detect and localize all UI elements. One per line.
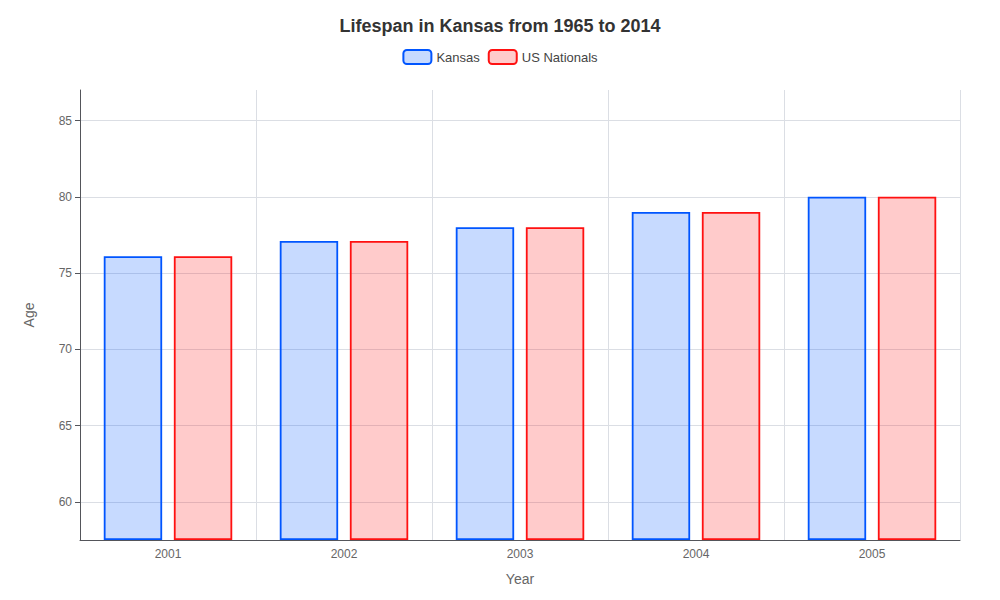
svg-text:2002: 2002 — [331, 547, 358, 561]
svg-text:2005: 2005 — [859, 547, 886, 561]
svg-text:70: 70 — [59, 342, 73, 356]
svg-text:75: 75 — [59, 266, 73, 280]
svg-text:Year: Year — [506, 571, 535, 587]
svg-text:65: 65 — [59, 419, 73, 433]
svg-text:Lifespan in Kansas from 1965 t: Lifespan in Kansas from 1965 to 2014 — [339, 16, 660, 36]
svg-text:80: 80 — [59, 190, 73, 204]
svg-text:60: 60 — [59, 495, 73, 509]
svg-text:Kansas: Kansas — [436, 50, 480, 65]
svg-text:2003: 2003 — [507, 547, 534, 561]
svg-text:2004: 2004 — [683, 547, 710, 561]
svg-text:Age: Age — [21, 302, 37, 327]
svg-text:US Nationals: US Nationals — [522, 50, 598, 65]
svg-text:2001: 2001 — [155, 547, 182, 561]
svg-text:85: 85 — [59, 114, 73, 128]
